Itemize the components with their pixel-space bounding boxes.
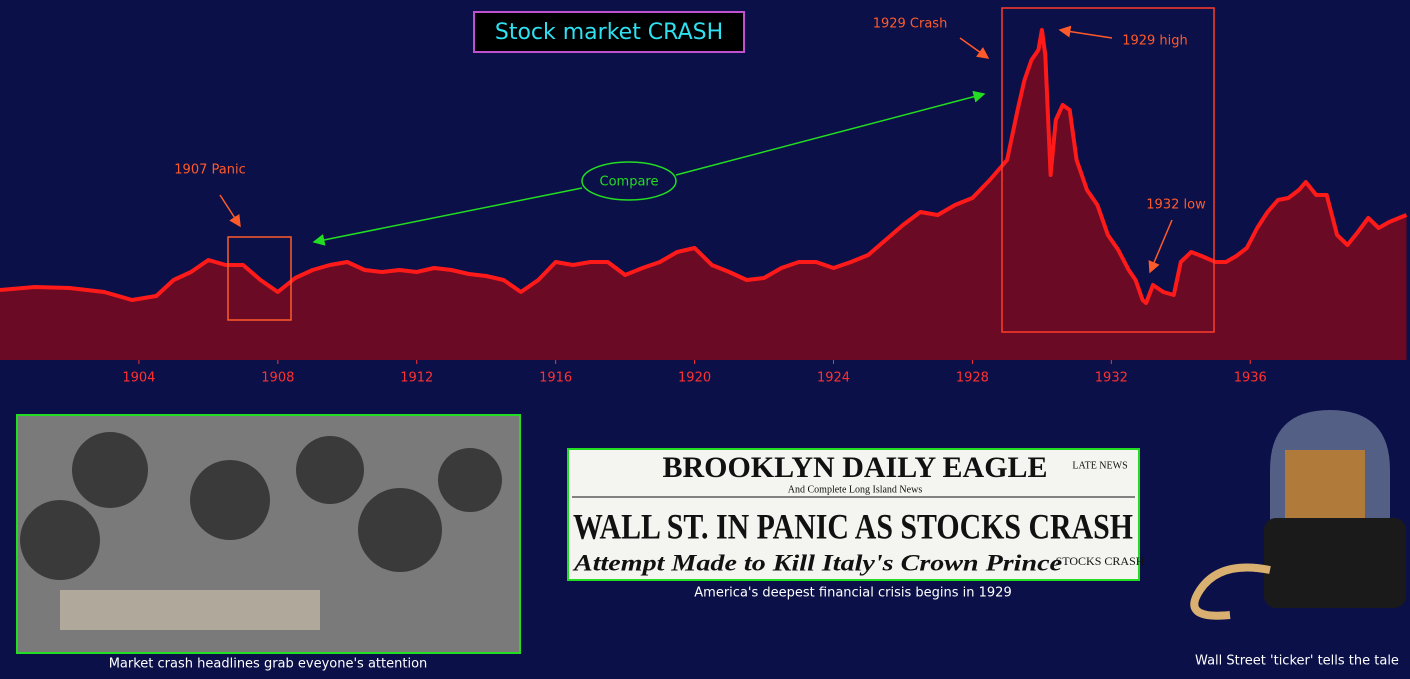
compare-badge xyxy=(581,161,677,201)
late-news: LATE NEWS xyxy=(1072,460,1127,471)
second-headline: Attempt Made to Kill Italy's Crown Princ… xyxy=(572,550,1062,575)
x-tick-label: 1904 xyxy=(122,371,155,386)
highlight-box xyxy=(1001,7,1215,333)
arrow xyxy=(959,37,990,59)
x-tick-label: 1936 xyxy=(1234,371,1267,386)
arrow xyxy=(1058,25,1113,39)
annotation: 1907 Panic xyxy=(174,163,245,178)
masthead: BROOKLYN DAILY EAGLE xyxy=(662,451,1047,484)
line xyxy=(0,28,1408,305)
newspaper xyxy=(567,448,1140,581)
arrow xyxy=(675,90,986,176)
highlight-box xyxy=(227,236,292,321)
ticker-image xyxy=(1190,410,1406,620)
x-tick-label: 1924 xyxy=(817,371,850,386)
arrow xyxy=(1148,219,1173,274)
arrow xyxy=(219,194,241,228)
annotation: Compare xyxy=(600,175,659,190)
x-tick-label: 1920 xyxy=(678,371,711,386)
subhead: And Complete Long Island News xyxy=(788,484,923,495)
x-tick-label: 1932 xyxy=(1095,371,1128,386)
x-tick-label: 1908 xyxy=(261,371,294,386)
annotation: 1929 high xyxy=(1122,34,1188,49)
title-box xyxy=(473,11,745,53)
side-headline: STOCKS CRASH xyxy=(1056,554,1145,568)
area xyxy=(0,30,1407,360)
x-tick-label: 1928 xyxy=(956,371,989,386)
caption: America's deepest financial crisis begin… xyxy=(694,586,1011,601)
annotation: 1929 Crash xyxy=(873,17,948,32)
chart-title: Stock market CRASH xyxy=(495,20,723,45)
headline: WALL ST. IN PANIC AS STOCKS CRASH xyxy=(573,506,1133,546)
x-tick-label: 1916 xyxy=(539,371,572,386)
annotation: 1932 low xyxy=(1146,198,1206,213)
photo-shapes xyxy=(20,432,502,630)
arrow xyxy=(312,187,583,246)
caption: Wall Street 'ticker' tells the tale xyxy=(1195,654,1399,669)
x-tick-label: 1912 xyxy=(400,371,433,386)
caption: Market crash headlines grab eveyone's at… xyxy=(109,657,428,672)
